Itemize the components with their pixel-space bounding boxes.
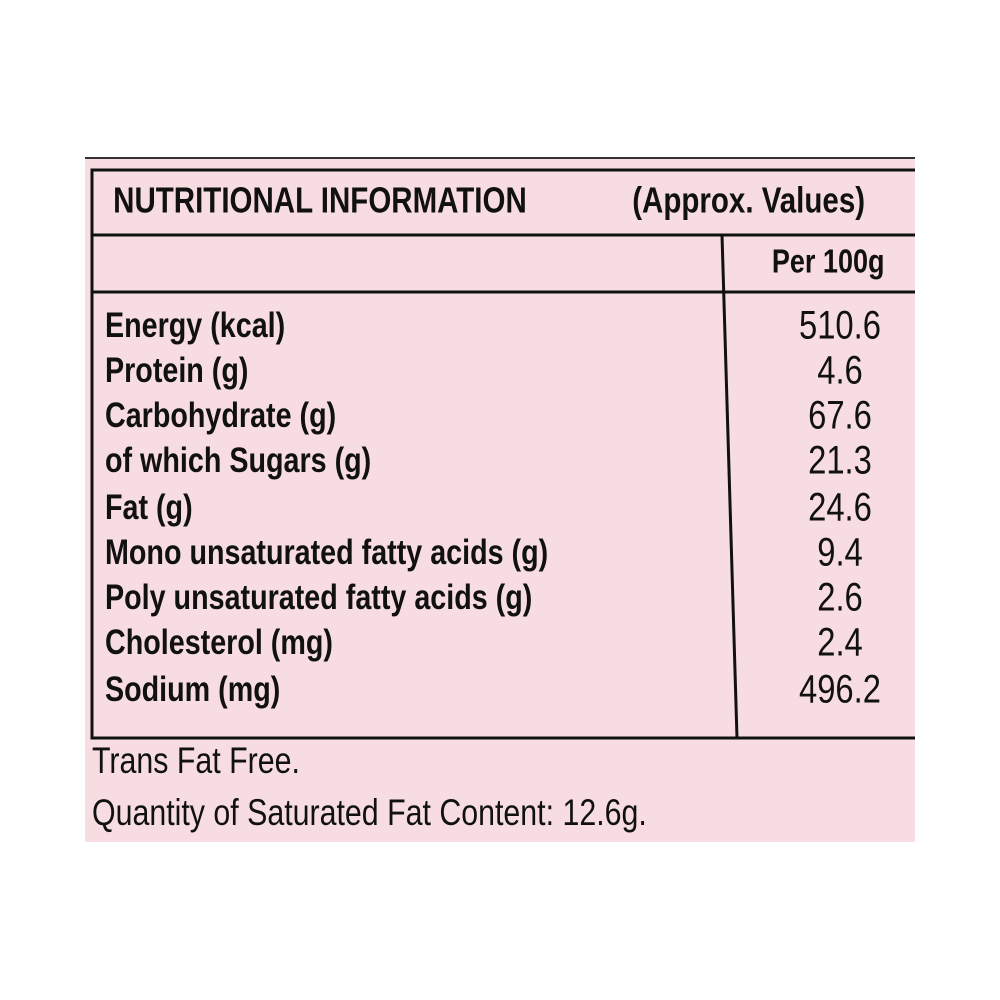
note: Trans Fat Free.	[92, 740, 300, 782]
nutrient-value: 496.2	[799, 666, 881, 711]
table-frame	[90, 168, 915, 740]
nutrient-name: Protein (g)	[105, 351, 248, 390]
column-divider	[720, 234, 739, 739]
nutrient-value: 9.4	[817, 529, 863, 574]
label-text: NUTRITIONAL INFORMATION (Approx. Values)…	[92, 180, 885, 834]
label-background	[85, 158, 915, 842]
nutrient-value: 2.4	[817, 619, 863, 664]
nutrient-name: Carbohydrate (g)	[105, 396, 336, 435]
nutrient-value: 4.6	[817, 347, 863, 392]
nutrient-name: Mono unsaturated fatty acids (g)	[105, 533, 548, 572]
nutrient-name: Sodium (mg)	[105, 670, 280, 709]
nutrient-name: of which Sugars (g)	[105, 441, 371, 480]
column-header: Per 100g	[772, 244, 885, 280]
nutrient-value: 510.6	[799, 302, 881, 347]
subtitle: (Approx. Values)	[632, 180, 865, 220]
nutrient-value: 21.3	[808, 437, 872, 482]
nutrient-name: Cholesterol (mg)	[105, 623, 333, 662]
table-border	[90, 168, 915, 740]
nutrient-value: 24.6	[808, 484, 872, 529]
nutrient-name: Poly unsaturated fatty acids (g)	[105, 578, 532, 617]
nutrient-value: 67.6	[808, 392, 872, 437]
note: Quantity of Saturated Fat Content: 12.6g…	[92, 792, 647, 834]
nutrient-name: Energy (kcal)	[105, 306, 285, 345]
nutrient-name: Fat (g)	[105, 488, 193, 527]
title: NUTRITIONAL INFORMATION	[113, 180, 527, 220]
nutrient-value: 2.6	[817, 574, 863, 619]
